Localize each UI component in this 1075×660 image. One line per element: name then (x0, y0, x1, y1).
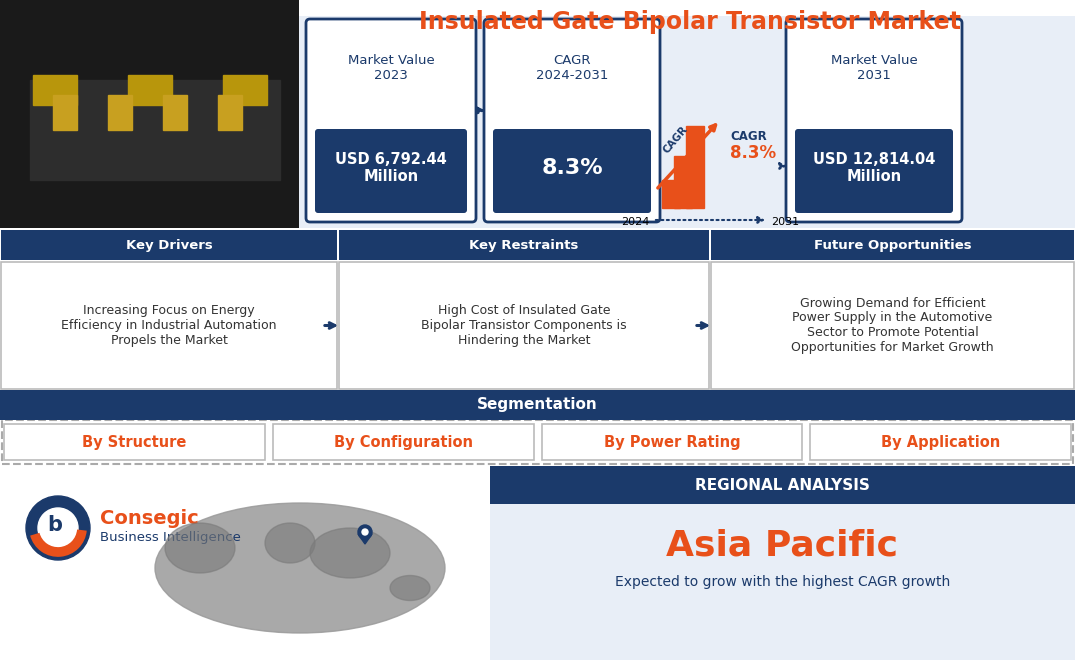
Text: Key Drivers: Key Drivers (126, 238, 213, 251)
Text: By Power Rating: By Power Rating (603, 434, 741, 449)
FancyBboxPatch shape (339, 230, 710, 260)
FancyBboxPatch shape (0, 390, 1075, 420)
Text: By Structure: By Structure (82, 434, 187, 449)
Text: Insulated Gate Bipolar Transistor Market: Insulated Gate Bipolar Transistor Market (419, 10, 961, 34)
Text: CAGR: CAGR (730, 129, 766, 143)
FancyBboxPatch shape (1, 262, 336, 389)
Bar (662, 180, 680, 208)
FancyBboxPatch shape (711, 230, 1074, 260)
Bar (108, 95, 132, 130)
Bar (33, 75, 77, 105)
FancyBboxPatch shape (4, 424, 264, 460)
Polygon shape (358, 534, 372, 544)
Text: 2024: 2024 (621, 217, 650, 227)
Bar (674, 156, 692, 208)
Text: USD 12,814.04
Million: USD 12,814.04 Million (813, 152, 935, 184)
Text: REGIONAL ANALYSIS: REGIONAL ANALYSIS (696, 477, 870, 492)
FancyBboxPatch shape (298, 16, 1075, 228)
Ellipse shape (310, 528, 390, 578)
Circle shape (362, 529, 368, 535)
Text: Consegic: Consegic (100, 508, 199, 527)
FancyBboxPatch shape (1, 230, 336, 260)
FancyBboxPatch shape (490, 466, 1075, 504)
Text: b: b (47, 515, 62, 535)
FancyBboxPatch shape (306, 19, 476, 222)
Circle shape (26, 496, 90, 560)
Text: 8.3%: 8.3% (730, 144, 776, 162)
Bar (686, 126, 704, 208)
Ellipse shape (266, 523, 315, 563)
Text: 8.3%: 8.3% (541, 158, 603, 178)
Text: By Application: By Application (882, 434, 1000, 449)
FancyBboxPatch shape (273, 424, 533, 460)
Text: Market Value
2023: Market Value 2023 (347, 54, 434, 82)
Text: CAGR: CAGR (662, 125, 690, 156)
Bar (218, 95, 242, 130)
FancyBboxPatch shape (711, 262, 1074, 389)
Text: Future Opportunities: Future Opportunities (814, 238, 972, 251)
FancyBboxPatch shape (0, 466, 490, 660)
Bar (53, 95, 77, 130)
FancyBboxPatch shape (493, 129, 651, 213)
Text: Market Value
2031: Market Value 2031 (831, 54, 917, 82)
FancyBboxPatch shape (811, 424, 1071, 460)
Text: High Cost of Insulated Gate
Bipolar Transistor Components is
Hindering the Marke: High Cost of Insulated Gate Bipolar Tran… (421, 304, 627, 347)
Bar (163, 95, 187, 130)
Ellipse shape (155, 503, 445, 633)
FancyBboxPatch shape (490, 466, 1075, 660)
FancyBboxPatch shape (796, 129, 954, 213)
FancyBboxPatch shape (339, 262, 710, 389)
Text: Business Intelligence: Business Intelligence (100, 531, 241, 544)
Text: Growing Demand for Efficient
Power Supply in the Automotive
Sector to Promote Po: Growing Demand for Efficient Power Suppl… (791, 296, 993, 354)
Text: USD 6,792.44
Million: USD 6,792.44 Million (335, 152, 447, 184)
Text: By Configuration: By Configuration (333, 434, 473, 449)
Circle shape (358, 525, 372, 539)
Bar (128, 75, 172, 105)
Text: 2031: 2031 (771, 217, 799, 227)
FancyBboxPatch shape (484, 19, 660, 222)
Text: Segmentation: Segmentation (476, 397, 598, 412)
Text: CAGR
2024-2031: CAGR 2024-2031 (535, 54, 608, 82)
Text: Asia Pacific: Asia Pacific (666, 529, 899, 563)
FancyBboxPatch shape (315, 129, 467, 213)
Ellipse shape (390, 576, 430, 601)
Text: Key Restraints: Key Restraints (470, 238, 578, 251)
Bar (30, 80, 280, 180)
FancyBboxPatch shape (0, 0, 299, 228)
FancyBboxPatch shape (786, 19, 962, 222)
Ellipse shape (164, 523, 235, 573)
Text: Increasing Focus on Energy
Efficiency in Industrial Automation
Propels the Marke: Increasing Focus on Energy Efficiency in… (61, 304, 276, 347)
Circle shape (38, 508, 78, 548)
FancyBboxPatch shape (542, 424, 802, 460)
Bar (223, 75, 267, 105)
Text: Expected to grow with the highest CAGR growth: Expected to grow with the highest CAGR g… (615, 575, 950, 589)
